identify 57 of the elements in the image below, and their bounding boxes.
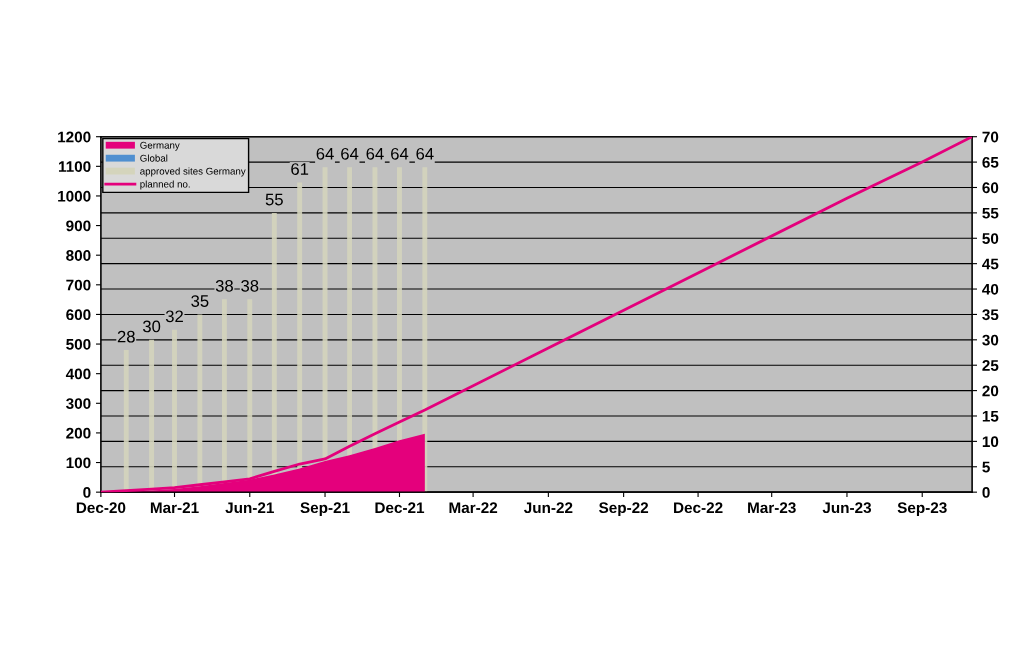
y2-tick-label: 30 <box>982 334 999 346</box>
y-tick-label: 100 <box>66 457 91 469</box>
x-tick-label: Mar-22 <box>449 502 498 514</box>
y-tick-label: 400 <box>65 368 91 380</box>
x-tick-label: Jun-21 <box>225 502 274 514</box>
y2-tick-label: 55 <box>982 207 999 219</box>
y-tick-label: 800 <box>66 250 91 261</box>
y2-tick-label: 60 <box>982 182 999 194</box>
y2-tick-label: 50 <box>982 233 999 244</box>
y-tick-label: 0 <box>83 487 91 498</box>
data-label: 64 <box>316 147 334 160</box>
data-label: 64 <box>341 147 359 160</box>
y-tick-label: 500 <box>66 338 91 350</box>
data-label: 32 <box>165 310 183 323</box>
y-tick-label: 700 <box>66 279 91 291</box>
data-label: 30 <box>142 320 161 333</box>
y2-tick-label: 10 <box>982 436 999 448</box>
data-label: 38 <box>215 279 233 292</box>
data-label: 55 <box>265 193 283 206</box>
y-tick-label: 300 <box>66 398 91 409</box>
y2-tick-label: 15 <box>982 411 999 422</box>
data-label: 64 <box>366 147 384 160</box>
y2-tick-label: 0 <box>982 487 990 498</box>
legend-label: planned no. <box>140 180 190 190</box>
y-tick-label: 1000 <box>58 190 91 202</box>
data-label: 61 <box>291 163 309 175</box>
legend-label: Germany <box>140 141 180 151</box>
y-tick-label: 1200 <box>58 131 91 143</box>
y2-tick-label: 35 <box>982 309 999 321</box>
data-label: 28 <box>117 330 135 343</box>
y-tick-label: 200 <box>66 427 91 439</box>
y2-tick-label: 5 <box>982 461 990 473</box>
x-tick-label: Sep-23 <box>897 502 947 517</box>
y2-tick-label: 45 <box>982 258 999 270</box>
data-label: 64 <box>391 147 409 160</box>
legend-label: approved sites Germany <box>140 167 246 177</box>
legend-label: Global <box>140 154 168 162</box>
x-tick-label: Dec-21 <box>375 502 425 514</box>
data-label: 38 <box>241 279 259 292</box>
y-tick-label: 1100 <box>58 161 91 173</box>
y2-tick-label: 40 <box>982 283 999 295</box>
y2-tick-label: 25 <box>982 360 999 371</box>
x-tick-label: Jun-23 <box>822 502 872 514</box>
y-tick-label: 900 <box>66 220 91 232</box>
x-tick-label: Jun-22 <box>523 502 573 514</box>
x-tick-label: Dec-22 <box>674 502 723 514</box>
x-tick-label: Sep-22 <box>599 502 649 517</box>
x-tick-label: Sep-21 <box>300 502 350 517</box>
y-tick-label: 600 <box>66 309 91 321</box>
y2-tick-label: 65 <box>982 156 999 168</box>
x-tick-label: Dec-20 <box>76 502 126 514</box>
x-tick-label: Mar-21 <box>150 502 199 514</box>
data-label: 35 <box>191 295 209 307</box>
y2-tick-label: 20 <box>982 385 999 397</box>
x-tick-label: Mar-23 <box>748 502 796 514</box>
y2-tick-label: 70 <box>982 131 999 143</box>
data-label: 64 <box>416 147 434 160</box>
